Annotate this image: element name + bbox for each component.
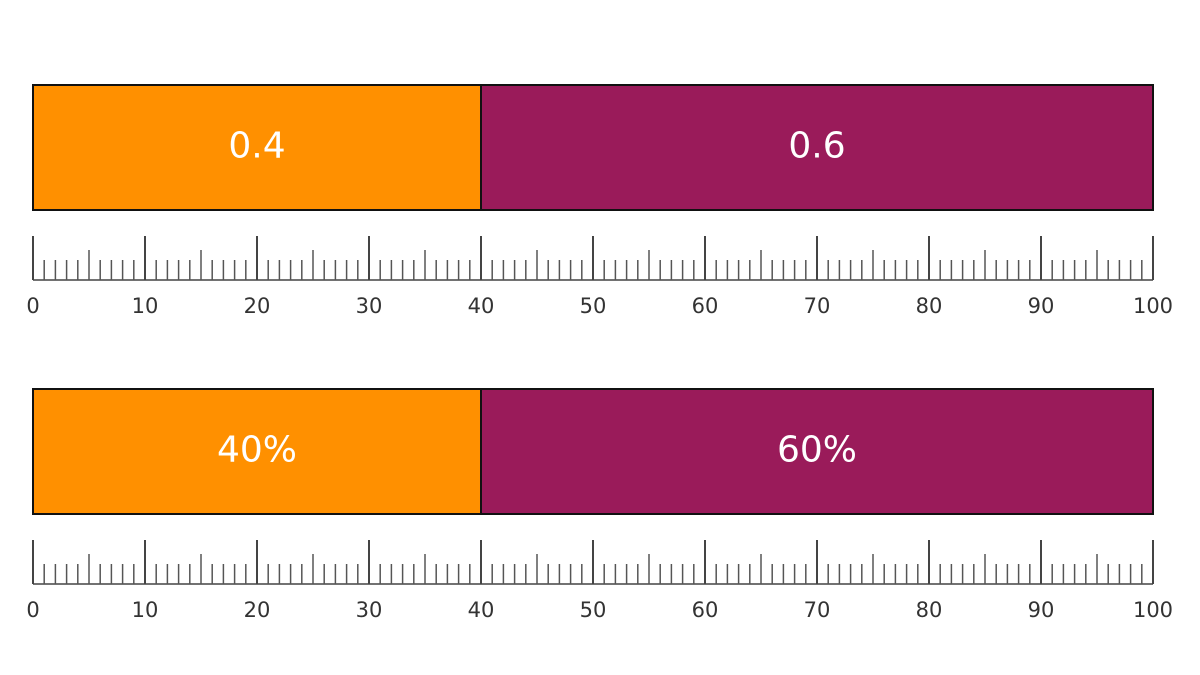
data-label: 60% xyxy=(777,430,857,471)
x-tick-label: 80 xyxy=(916,294,943,318)
data-label: 0.4 xyxy=(228,126,285,167)
x-tick-label: 0 xyxy=(26,598,39,622)
data-label: 0.6 xyxy=(788,126,845,167)
x-tick-label: 10 xyxy=(132,598,159,622)
x-tick-label: 20 xyxy=(244,294,271,318)
x-tick-label: 70 xyxy=(804,598,831,622)
x-tick-label: 100 xyxy=(1133,294,1173,318)
x-tick-label: 40 xyxy=(468,294,495,318)
x-tick-label: 90 xyxy=(1028,598,1055,622)
x-tick-label: 50 xyxy=(580,598,607,622)
data-label: 40% xyxy=(217,430,297,471)
x-tick-label: 30 xyxy=(356,598,383,622)
x-tick-label: 60 xyxy=(692,294,719,318)
x-tick-label: 20 xyxy=(244,598,271,622)
x-tick-label: 10 xyxy=(132,294,159,318)
x-tick-label: 80 xyxy=(916,598,943,622)
bar-segment xyxy=(480,84,1154,211)
x-tick-label: 30 xyxy=(356,294,383,318)
bar-segment xyxy=(32,388,482,515)
x-tick-label: 40 xyxy=(468,598,495,622)
bar-segment xyxy=(480,388,1154,515)
x-tick-label: 0 xyxy=(26,294,39,318)
x-tick-label: 100 xyxy=(1133,598,1173,622)
x-tick-label: 50 xyxy=(580,294,607,318)
x-tick-label: 90 xyxy=(1028,294,1055,318)
bar-segment xyxy=(32,84,482,211)
x-tick-label: 60 xyxy=(692,598,719,622)
x-tick-label: 70 xyxy=(804,294,831,318)
